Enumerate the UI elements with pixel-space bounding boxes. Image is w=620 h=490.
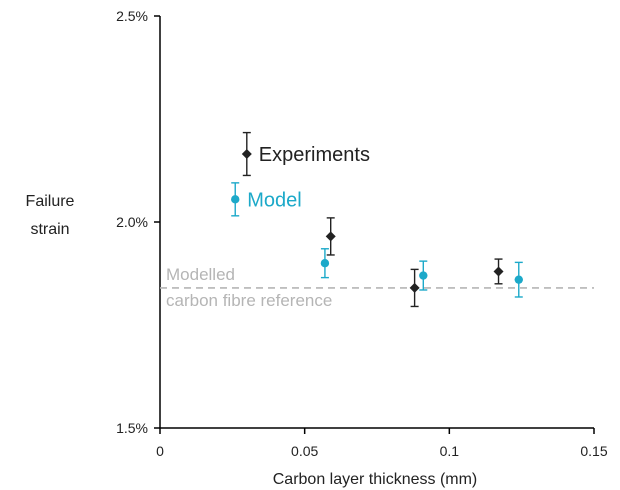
data-point-circle [419,271,428,280]
data-series [231,131,523,308]
y-tick-label: 2.5% [116,8,148,24]
data-point-diamond [325,231,336,242]
y-tick-label: 1.5% [116,420,148,436]
data-point-diamond [241,149,252,160]
x-tick-label: 0.05 [291,443,318,459]
x-tick-label: 0.15 [580,443,607,459]
reference-label-line-1: Modelled [166,265,235,284]
ticks: 1.5% 2.0% 2.5% 0 0.05 0.1 0.15 [116,8,608,459]
data-point-circle [514,275,523,284]
data-point-circle [231,195,240,204]
reference-line-group: Modelled carbon fibre reference [160,265,594,310]
x-tick-label: 0.1 [440,443,460,459]
data-point-diamond [493,266,504,277]
data-point-diamond [409,282,420,293]
y-tick-label: 2.0% [116,214,148,230]
reference-label-line-2: carbon fibre reference [166,291,332,310]
series-label-experiments: Experiments [259,144,370,166]
x-axis-title: Carbon layer thickness (mm) [273,471,478,488]
axes [159,16,594,429]
series-labels: Experiments Model [247,144,370,211]
y-axis-title-line-1: Failure [26,193,75,210]
series-label-model: Model [247,189,301,211]
data-point-circle [320,259,330,268]
y-axis-title-line-2: strain [30,221,69,238]
axis-titles: Failure strain Carbon layer thickness (m… [26,193,478,488]
x-tick-label: 0 [156,443,164,459]
